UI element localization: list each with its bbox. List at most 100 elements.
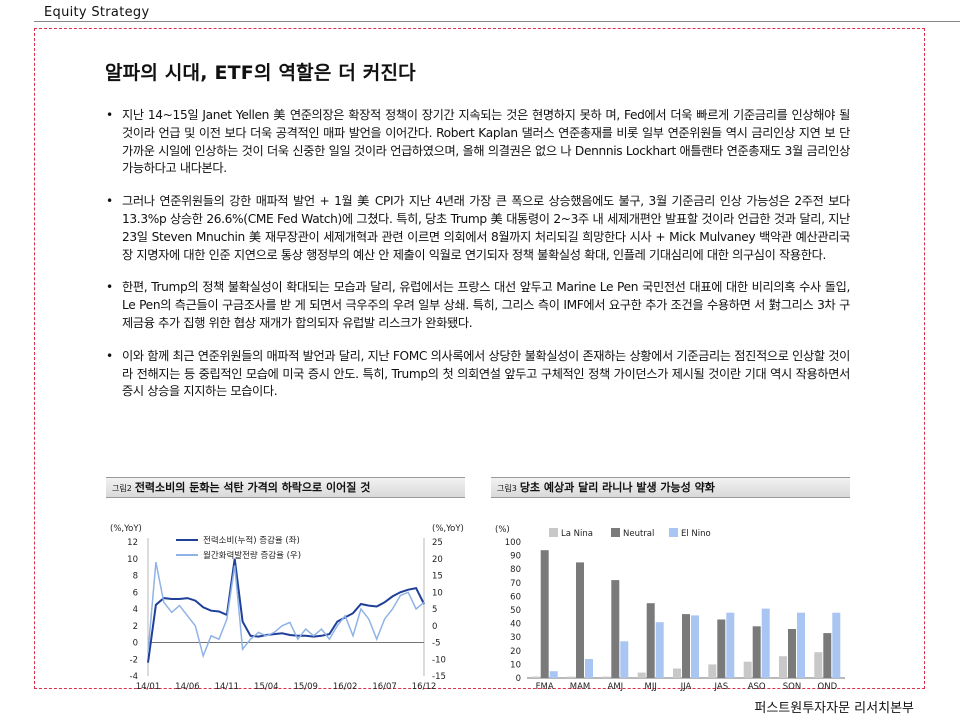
- x-axis-tick-label: OND: [818, 682, 838, 692]
- x-axis-tick-label: MJJ: [644, 682, 656, 692]
- figure-2-title: 전력소비의 둔화는 석탄 가격의 하락으로 이어질 것: [134, 481, 371, 494]
- x-axis-tick-label: 16/12: [412, 682, 437, 692]
- left-axis-tick-label: 0: [133, 639, 138, 649]
- left-axis-tick-label: -2: [130, 655, 138, 665]
- y-axis-unit: (%): [495, 525, 510, 535]
- x-axis-tick-label: SON: [783, 682, 801, 692]
- bar-neutral: [717, 619, 726, 678]
- series-line-2: [147, 561, 425, 659]
- y-axis-tick-label: 80: [510, 565, 521, 575]
- left-axis-tick-label: 4: [133, 605, 138, 615]
- legend-swatch-1: [549, 528, 558, 537]
- bar-el-nino: [691, 615, 699, 678]
- right-axis-tick-label: 10: [432, 588, 443, 598]
- figure-2: 그림2 전력소비의 둔화는 석탄 가격의 하락으로 이어질 것 (%,YoY) (%…: [106, 477, 465, 698]
- x-axis-tick-label: AMJ: [608, 682, 624, 692]
- bullet-marker: •: [106, 194, 113, 209]
- bullet-text: 이와 함께 최근 연준위원들의 매파적 발언과 달리, 지난 FOMC 의사록에…: [122, 348, 850, 399]
- bar-neutral: [646, 603, 655, 678]
- left-axis-tick-label: 12: [127, 538, 138, 548]
- x-axis-tick-label: 14/06: [175, 682, 200, 692]
- series-line-1: [147, 558, 425, 663]
- x-axis-tick-label: MAM: [570, 682, 590, 692]
- right-axis-tick-label: -10: [432, 655, 446, 665]
- bar-el-nino: [655, 622, 664, 678]
- bullet-list: • 지난 14~15일 Janet Yellen 美 연준의장은 확장적 정책이 …: [106, 107, 850, 416]
- bar-el-nino: [549, 671, 558, 678]
- bullet-item: • 한편, Trump의 정책 불확실성이 확대되는 모습과 달리, 유럽에서는 …: [106, 279, 850, 332]
- right-axis-tick-label: 15: [432, 572, 443, 582]
- bar-la-nina: [567, 676, 575, 678]
- y-axis-tick-label: 90: [510, 552, 521, 562]
- x-axis-tick-label: 14/01: [136, 682, 161, 692]
- y-axis-tick-label: 70: [510, 579, 521, 589]
- x-axis-tick-label: 16/07: [372, 682, 397, 692]
- bar-neutral: [752, 626, 761, 678]
- left-axis-tick-label: 2: [133, 622, 138, 632]
- bullet-marker: •: [106, 280, 113, 295]
- legend-label-2: Neutral: [623, 529, 654, 539]
- bar-el-nino: [832, 612, 841, 678]
- legend-swatch-2: [611, 528, 620, 537]
- bar-el-nino: [620, 641, 629, 678]
- legend-label-1: La Nina: [561, 529, 593, 539]
- x-axis-tick-label: FMA: [536, 682, 554, 692]
- bar-la-nina: [602, 676, 611, 678]
- legend-label-1: 전력소비(누적) 증감율 (좌): [203, 535, 300, 546]
- y-axis-tick-label: 10: [510, 660, 521, 670]
- legend-label-2: 월간화력발전량 증감율 (우): [203, 550, 301, 561]
- x-axis-tick-label: 14/11: [215, 682, 240, 692]
- y-axis-tick-label: 30: [510, 633, 521, 643]
- bar-neutral: [788, 629, 796, 678]
- bullet-marker: •: [106, 108, 113, 122]
- x-axis-tick-label: 15/04: [254, 682, 278, 692]
- y-axis-tick-label: 0: [516, 674, 521, 684]
- legend-label-3: El Nino: [681, 529, 711, 539]
- right-axis-tick-label: -15: [432, 672, 446, 682]
- x-axis-tick-label: JAS: [714, 682, 729, 692]
- legend-swatch-3: [669, 528, 678, 537]
- x-axis-tick-label: JJA: [680, 682, 692, 692]
- bar-neutral: [576, 562, 584, 678]
- bar-neutral: [682, 614, 690, 678]
- bar-la-nina: [779, 656, 787, 678]
- right-axis-unit: (%,YoY): [432, 524, 464, 534]
- y-axis-tick-label: 50: [510, 606, 521, 616]
- figure-3-label: 그림3: [497, 484, 517, 493]
- bar-neutral: [823, 633, 832, 678]
- y-axis-tick-label: 20: [510, 647, 521, 657]
- header-rule: [34, 21, 960, 22]
- figure-2-title-bar: 그림2 전력소비의 둔화는 석탄 가격의 하락으로 이어질 것: [106, 477, 465, 498]
- y-axis-tick-label: 100: [505, 538, 521, 548]
- bullet-text: 그러나 연준위원들의 강한 매파적 발언 + 1월 美 CPI가 지난 4년래 …: [122, 194, 850, 262]
- bar-el-nino: [761, 608, 770, 678]
- bullet-text: 한편, Trump의 정책 불확실성이 확대되는 모습과 달리, 유럽에서는 프…: [122, 280, 851, 330]
- left-axis-tick-label: -4: [130, 672, 138, 682]
- bar-neutral: [540, 550, 549, 678]
- left-axis-unit: (%,YoY): [110, 524, 142, 534]
- page-title: 알파의 시대, ETF의 역할은 더 커진다: [105, 62, 416, 84]
- y-axis-tick-label: 60: [510, 592, 521, 602]
- figure-3-title-bar: 그림3 당초 예상과 달리 라니나 발생 가능성 약화: [491, 477, 850, 498]
- left-axis-tick-label: 6: [133, 588, 138, 598]
- y-axis-tick-label: 40: [510, 620, 521, 630]
- figure-2-label: 그림2: [112, 484, 132, 493]
- header-section-label: Equity Strategy: [44, 5, 150, 20]
- bar-la-nina: [637, 672, 646, 678]
- bullet-text: 지난 14~15일 Janet Yellen 美 연준의장은 확장적 정책이 장…: [122, 108, 850, 176]
- bar-la-nina: [531, 676, 540, 678]
- bar-el-nino: [726, 612, 735, 678]
- figure-3-title: 당초 예상과 달리 라니나 발생 가능성 약화: [519, 481, 715, 494]
- left-axis-tick-label: 10: [127, 555, 138, 565]
- footer-source-label: 퍼스트원투자자문 리서치본부: [754, 701, 914, 716]
- right-axis-tick-label: -5: [432, 639, 440, 649]
- right-axis-tick-label: 20: [432, 555, 443, 565]
- bullet-item: • 지난 14~15일 Janet Yellen 美 연준의장은 확장적 정책이 …: [106, 107, 850, 178]
- x-axis-tick-label: ASO: [748, 682, 766, 692]
- figure-3: 그림3 당초 예상과 달리 라니나 발생 가능성 약화 (%) 0 10 20 30 40 5…: [491, 477, 850, 698]
- x-axis-tick-label: 15/09: [293, 682, 318, 692]
- right-axis-tick-label: 25: [432, 538, 443, 548]
- line-chart-power-consumption: (%,YoY) (%,YoY) -4 -2 0 2 4 6 8 10 12 -15 -10 -5 0 5 10 1…: [110, 524, 464, 692]
- x-axis-tick-label: 16/02: [333, 682, 358, 692]
- bar-la-nina: [814, 652, 823, 678]
